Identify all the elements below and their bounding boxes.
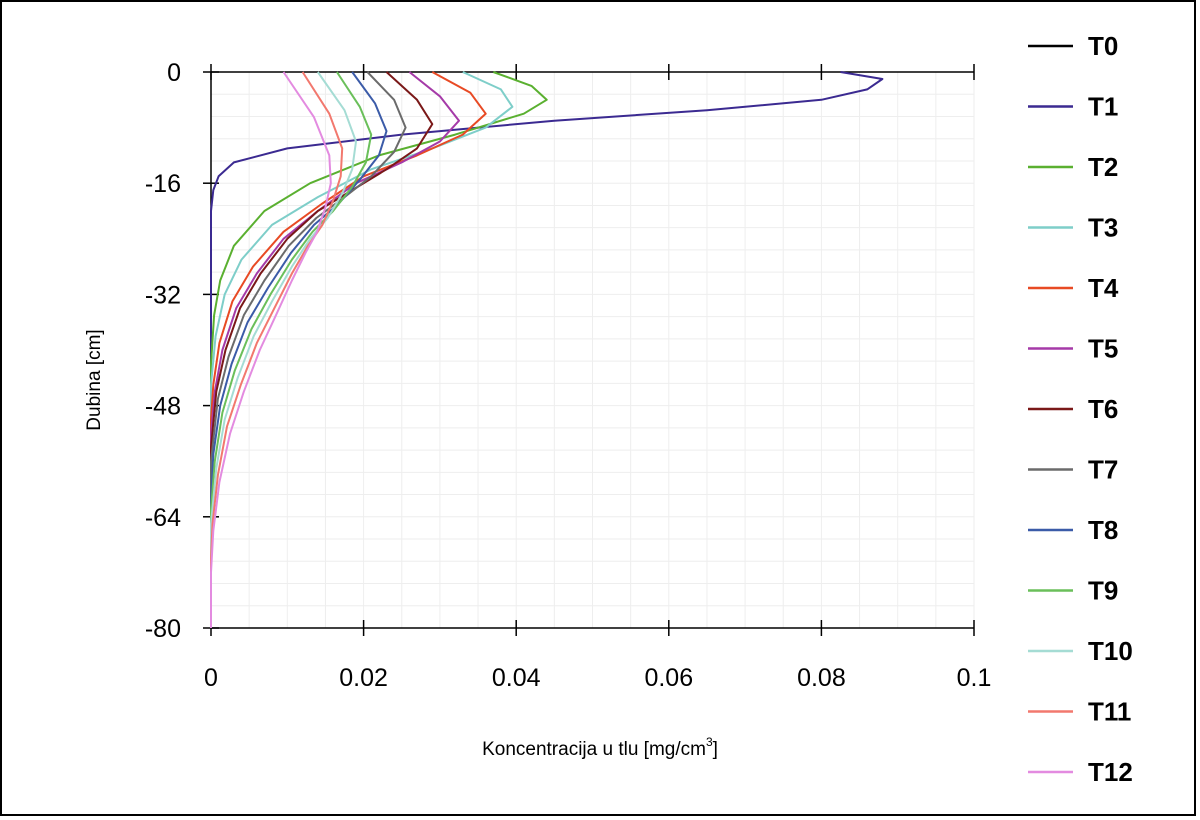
legend-label-t2: T2 — [1088, 152, 1118, 182]
legend-label-t11: T11 — [1088, 697, 1131, 727]
legend-label-t9: T9 — [1088, 576, 1118, 606]
legend: T0 T1 T2 T3 T4 T5 T6 T7 T8 T9 T10 T11 T12 — [1028, 31, 1133, 787]
series-line-t6 — [210, 71, 434, 628]
series-line-t2 — [210, 71, 548, 628]
grid-lines — [210, 71, 975, 629]
series-line-t4 — [210, 71, 487, 628]
y-tick-label: -16 — [145, 170, 181, 198]
y-tick-label: -32 — [145, 281, 181, 309]
tick-labels: 0 0.02 0.04 0.06 0.08 0.1 0 -16 -32 -48 -64 -80 — [145, 59, 992, 692]
series-line-t5 — [210, 71, 460, 628]
x-tick-label: 0.04 — [492, 664, 541, 692]
series-line-t9 — [210, 71, 373, 628]
x-tick-label: 0.08 — [797, 664, 846, 692]
series-line-t3 — [210, 71, 514, 628]
legend-label-t8: T8 — [1088, 515, 1118, 545]
axes — [203, 64, 975, 636]
y-tick-label: -80 — [145, 615, 181, 643]
series-line-t8 — [210, 71, 388, 628]
legend-label-t0: T0 — [1088, 31, 1118, 61]
series-lines — [210, 71, 884, 628]
x-tick-label: 0.1 — [957, 664, 992, 692]
y-tick-label: 0 — [167, 59, 181, 87]
legend-label-t7: T7 — [1088, 455, 1118, 485]
legend-label-t3: T3 — [1088, 213, 1118, 243]
x-tick-label: 0.06 — [644, 664, 693, 692]
y-tick-label: -64 — [145, 504, 181, 532]
legend-label-t6: T6 — [1088, 394, 1118, 424]
y-axis-label: Dubina [cm] — [84, 329, 105, 430]
legend-label-t12: T12 — [1088, 757, 1133, 787]
series-line-t12 — [210, 71, 332, 628]
legend-label-t4: T4 — [1088, 273, 1119, 303]
legend-label-t10: T10 — [1088, 636, 1133, 666]
legend-label-t5: T5 — [1088, 334, 1118, 364]
series-line-t7 — [210, 71, 407, 628]
x-tick-label: 0 — [204, 664, 218, 692]
x-tick-label: 0.02 — [339, 664, 388, 692]
series-line-t11 — [210, 71, 344, 628]
legend-label-t1: T1 — [1088, 92, 1118, 122]
series-line-t1 — [210, 71, 884, 628]
series-line-t10 — [210, 71, 357, 628]
y-tick-label: -48 — [145, 393, 181, 421]
x-axis-label: Koncentracija u tlu [mg/cm3] — [482, 735, 718, 760]
